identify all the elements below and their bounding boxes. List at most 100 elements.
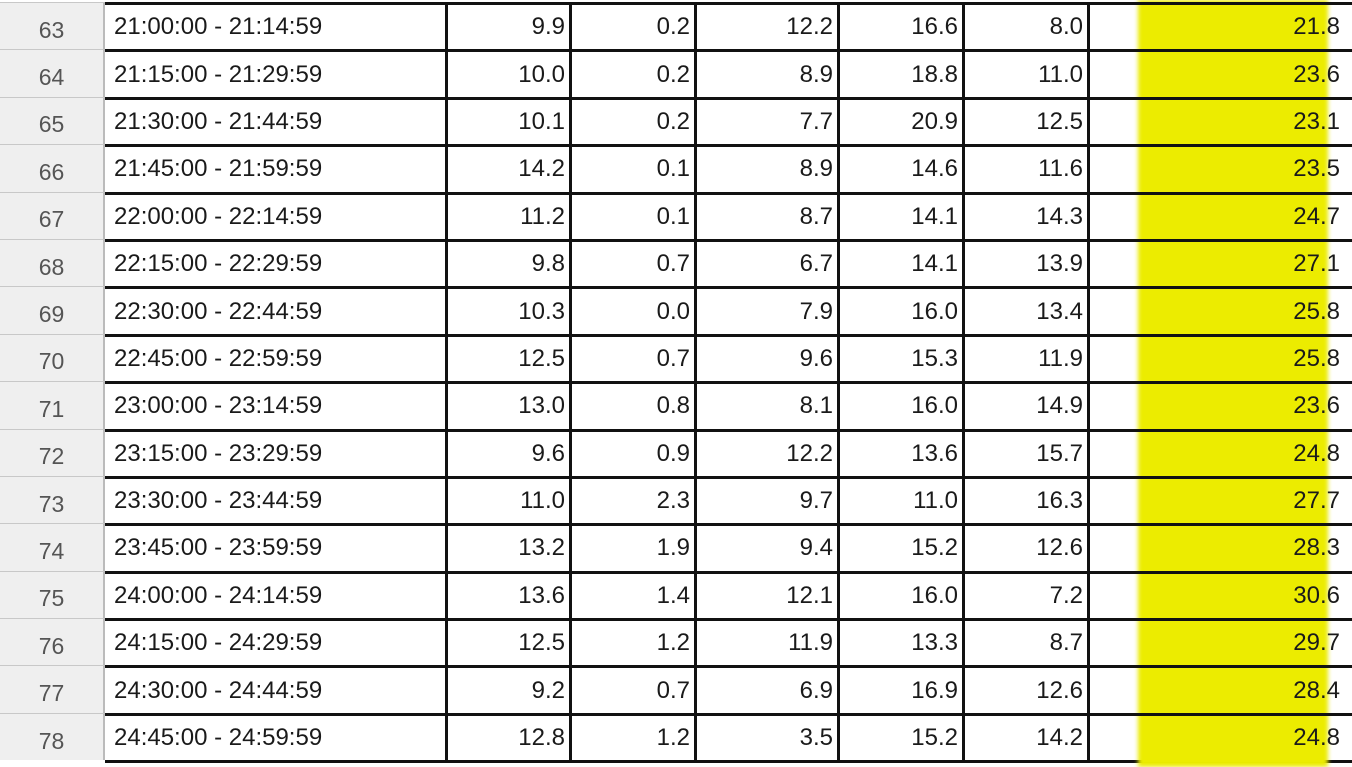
cell-value[interactable]: 6.7 bbox=[697, 238, 840, 287]
cell-value[interactable]: 16.0 bbox=[840, 286, 965, 334]
cell-value[interactable]: 1.2 bbox=[572, 618, 697, 666]
cell-time-range[interactable]: 22:30:00 - 22:44:59 bbox=[105, 286, 448, 334]
row-header[interactable]: 71 bbox=[0, 381, 105, 429]
cell-time-range[interactable]: 23:45:00 - 23:59:59 bbox=[105, 523, 448, 571]
cell-value[interactable]: 9.6 bbox=[448, 428, 572, 476]
cell-value[interactable]: 9.6 bbox=[697, 333, 840, 382]
cell-value[interactable]: 23.1 bbox=[1090, 96, 1352, 144]
cell-value[interactable]: 3.5 bbox=[697, 712, 840, 761]
cell-value[interactable]: 25.8 bbox=[1090, 333, 1352, 381]
cell-value[interactable]: 12.8 bbox=[448, 712, 572, 761]
cell-value[interactable]: 1.2 bbox=[572, 712, 697, 761]
cell-value[interactable]: 14.2 bbox=[965, 712, 1090, 761]
cell-value[interactable]: 9.4 bbox=[697, 523, 840, 571]
cell-value[interactable]: 0.8 bbox=[572, 381, 697, 429]
cell-value[interactable]: 0.7 bbox=[572, 665, 697, 713]
cell-value[interactable]: 1.9 bbox=[572, 523, 697, 571]
cell-time-range[interactable]: 24:00:00 - 24:14:59 bbox=[105, 570, 448, 619]
row-header[interactable]: 66 bbox=[0, 144, 105, 192]
cell-value[interactable]: 9.8 bbox=[448, 238, 572, 287]
cell-value[interactable]: 8.0 bbox=[965, 2, 1090, 50]
cell-value[interactable]: 14.1 bbox=[840, 191, 965, 239]
cell-value[interactable]: 10.1 bbox=[448, 96, 572, 145]
cell-value[interactable]: 12.1 bbox=[697, 570, 840, 619]
cell-value[interactable]: 24.8 bbox=[1090, 428, 1352, 476]
cell-value[interactable]: 14.1 bbox=[840, 238, 965, 287]
cell-value[interactable]: 27.1 bbox=[1090, 238, 1352, 286]
cell-value[interactable]: 10.0 bbox=[448, 49, 572, 97]
cell-value[interactable]: 11.6 bbox=[965, 144, 1090, 192]
cell-time-range[interactable]: 24:15:00 - 24:29:59 bbox=[105, 618, 448, 666]
cell-value[interactable]: 20.9 bbox=[840, 96, 965, 145]
cell-value[interactable]: 7.2 bbox=[965, 570, 1090, 619]
cell-value[interactable]: 14.2 bbox=[448, 144, 572, 192]
cell-value[interactable]: 0.7 bbox=[572, 333, 697, 382]
cell-value[interactable]: 0.0 bbox=[572, 286, 697, 334]
cell-value[interactable]: 7.9 bbox=[697, 286, 840, 334]
cell-time-range[interactable]: 22:45:00 - 22:59:59 bbox=[105, 333, 448, 382]
cell-value[interactable]: 0.2 bbox=[572, 96, 697, 145]
cell-value[interactable]: 0.2 bbox=[572, 49, 697, 97]
cell-value[interactable]: 8.7 bbox=[965, 618, 1090, 666]
cell-value[interactable]: 0.2 bbox=[572, 2, 697, 50]
row-header[interactable]: 69 bbox=[0, 286, 105, 334]
cell-value[interactable]: 8.9 bbox=[697, 144, 840, 192]
cell-value[interactable]: 14.3 bbox=[965, 191, 1090, 239]
cell-value[interactable]: 9.9 bbox=[448, 2, 572, 50]
cell-value[interactable]: 8.9 bbox=[697, 49, 840, 97]
cell-time-range[interactable]: 23:30:00 - 23:44:59 bbox=[105, 475, 448, 524]
row-header[interactable]: 76 bbox=[0, 618, 105, 666]
cell-value[interactable]: 6.9 bbox=[697, 665, 840, 713]
row-header[interactable]: 73 bbox=[0, 475, 105, 524]
cell-value[interactable]: 7.7 bbox=[697, 96, 840, 145]
row-header[interactable]: 63 bbox=[0, 2, 105, 50]
cell-value[interactable]: 10.3 bbox=[448, 286, 572, 334]
cell-time-range[interactable]: 23:15:00 - 23:29:59 bbox=[105, 428, 448, 476]
cell-value[interactable]: 30.6 bbox=[1090, 570, 1352, 618]
cell-value[interactable]: 13.0 bbox=[448, 381, 572, 429]
cell-time-range[interactable]: 22:15:00 - 22:29:59 bbox=[105, 238, 448, 287]
cell-value[interactable]: 13.2 bbox=[448, 523, 572, 571]
cell-value[interactable]: 11.9 bbox=[965, 333, 1090, 382]
cell-time-range[interactable]: 23:00:00 - 23:14:59 bbox=[105, 381, 448, 429]
cell-value[interactable]: 18.8 bbox=[840, 49, 965, 97]
cell-value[interactable]: 12.2 bbox=[697, 2, 840, 50]
cell-time-range[interactable]: 21:15:00 - 21:29:59 bbox=[105, 49, 448, 97]
cell-value[interactable]: 16.0 bbox=[840, 381, 965, 429]
cell-time-range[interactable]: 21:45:00 - 21:59:59 bbox=[105, 144, 448, 192]
cell-value[interactable]: 23.6 bbox=[1090, 381, 1352, 428]
cell-value[interactable]: 13.6 bbox=[840, 428, 965, 476]
cell-value[interactable]: 21.8 bbox=[1090, 2, 1352, 49]
cell-value[interactable]: 13.6 bbox=[448, 570, 572, 619]
cell-value[interactable]: 15.2 bbox=[840, 712, 965, 761]
cell-value[interactable]: 12.2 bbox=[697, 428, 840, 476]
cell-value[interactable]: 8.7 bbox=[697, 191, 840, 239]
cell-value[interactable]: 2.3 bbox=[572, 475, 697, 524]
cell-time-range[interactable]: 21:30:00 - 21:44:59 bbox=[105, 96, 448, 145]
cell-time-range[interactable]: 24:30:00 - 24:44:59 bbox=[105, 665, 448, 713]
cell-time-range[interactable]: 21:00:00 - 21:14:59 bbox=[105, 2, 448, 50]
cell-value[interactable]: 15.7 bbox=[965, 428, 1090, 476]
cell-time-range[interactable]: 22:00:00 - 22:14:59 bbox=[105, 191, 448, 239]
cell-value[interactable]: 16.6 bbox=[840, 2, 965, 50]
cell-value[interactable]: 25.8 bbox=[1090, 286, 1352, 333]
cell-value[interactable]: 28.4 bbox=[1090, 665, 1352, 712]
cell-value[interactable]: 12.6 bbox=[965, 665, 1090, 713]
cell-value[interactable]: 14.9 bbox=[965, 381, 1090, 429]
cell-value[interactable]: 14.6 bbox=[840, 144, 965, 192]
cell-value[interactable]: 12.5 bbox=[448, 618, 572, 666]
cell-value[interactable]: 12.6 bbox=[965, 523, 1090, 571]
cell-value[interactable]: 24.7 bbox=[1090, 191, 1352, 239]
cell-value[interactable]: 0.7 bbox=[572, 238, 697, 287]
row-header[interactable]: 78 bbox=[0, 712, 105, 761]
cell-value[interactable]: 11.9 bbox=[697, 618, 840, 666]
cell-value[interactable]: 0.1 bbox=[572, 144, 697, 192]
cell-value[interactable]: 11.2 bbox=[448, 191, 572, 239]
cell-value[interactable]: 24.8 bbox=[1090, 712, 1352, 760]
row-header[interactable]: 70 bbox=[0, 333, 105, 382]
cell-value[interactable]: 12.5 bbox=[965, 96, 1090, 145]
cell-value[interactable]: 13.4 bbox=[965, 286, 1090, 334]
row-header[interactable]: 75 bbox=[0, 570, 105, 619]
cell-value[interactable]: 11.0 bbox=[840, 475, 965, 524]
cell-value[interactable]: 0.1 bbox=[572, 191, 697, 239]
